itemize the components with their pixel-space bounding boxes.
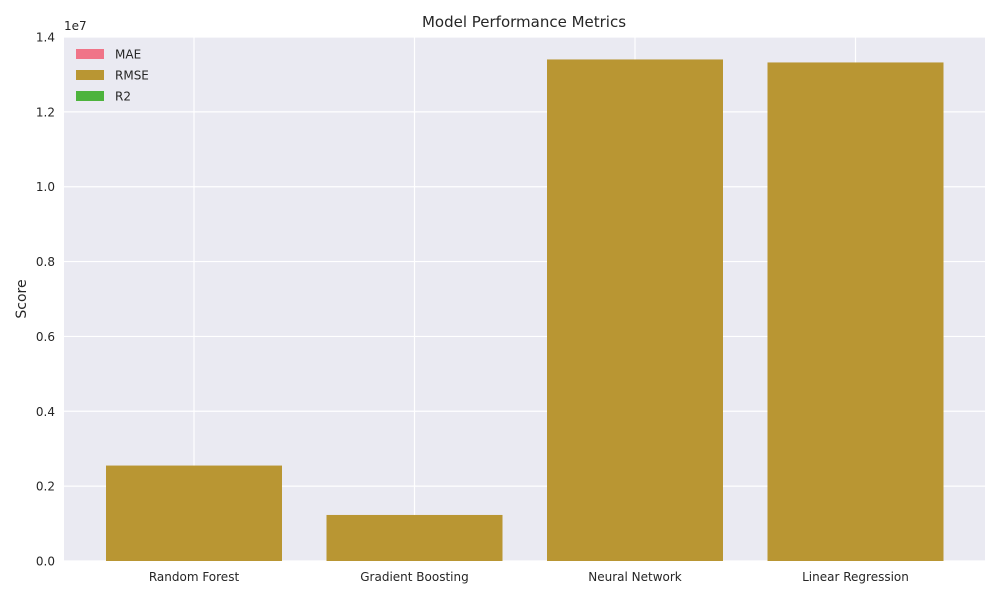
x-tick-labels: Random Forest Gradient Boosting Neural Net… bbox=[149, 570, 909, 584]
legend-label-r2: R2 bbox=[115, 90, 131, 104]
legend-label-mae: MAE bbox=[115, 48, 141, 62]
bar-rmse-linear-regression bbox=[768, 62, 944, 561]
x-tick-label: Gradient Boosting bbox=[360, 570, 468, 584]
legend-swatch-r2 bbox=[76, 91, 104, 101]
y-axis-label: Score bbox=[14, 279, 30, 318]
y-offset-label: 1e7 bbox=[64, 19, 87, 33]
y-tick-label: 0.0 bbox=[36, 555, 55, 569]
bar-rmse-neural-network bbox=[547, 59, 723, 561]
y-tick-label: 0.4 bbox=[36, 405, 55, 419]
x-tick-label: Linear Regression bbox=[802, 570, 909, 584]
bar-rmse-gradient-boosting bbox=[327, 515, 503, 561]
y-tick-label: 0.2 bbox=[36, 480, 55, 494]
legend-swatch-mae bbox=[76, 49, 104, 59]
y-tick-label: 0.6 bbox=[36, 330, 55, 344]
y-tick-label: 1.2 bbox=[36, 105, 55, 119]
bar-rmse-random-forest bbox=[106, 466, 282, 561]
y-tick-label: 0.8 bbox=[36, 255, 55, 269]
legend-label-rmse: RMSE bbox=[115, 69, 149, 83]
chart-title: Model Performance Metrics bbox=[422, 13, 626, 31]
legend-swatch-rmse bbox=[76, 70, 104, 80]
y-tick-label: 1.4 bbox=[36, 31, 55, 45]
x-tick-label: Neural Network bbox=[588, 570, 682, 584]
x-tick-label: Random Forest bbox=[149, 570, 240, 584]
y-tick-labels: 0.0 0.2 0.4 0.6 0.8 1.0 1.2 1.4 bbox=[36, 31, 55, 569]
y-tick-label: 1.0 bbox=[36, 180, 55, 194]
